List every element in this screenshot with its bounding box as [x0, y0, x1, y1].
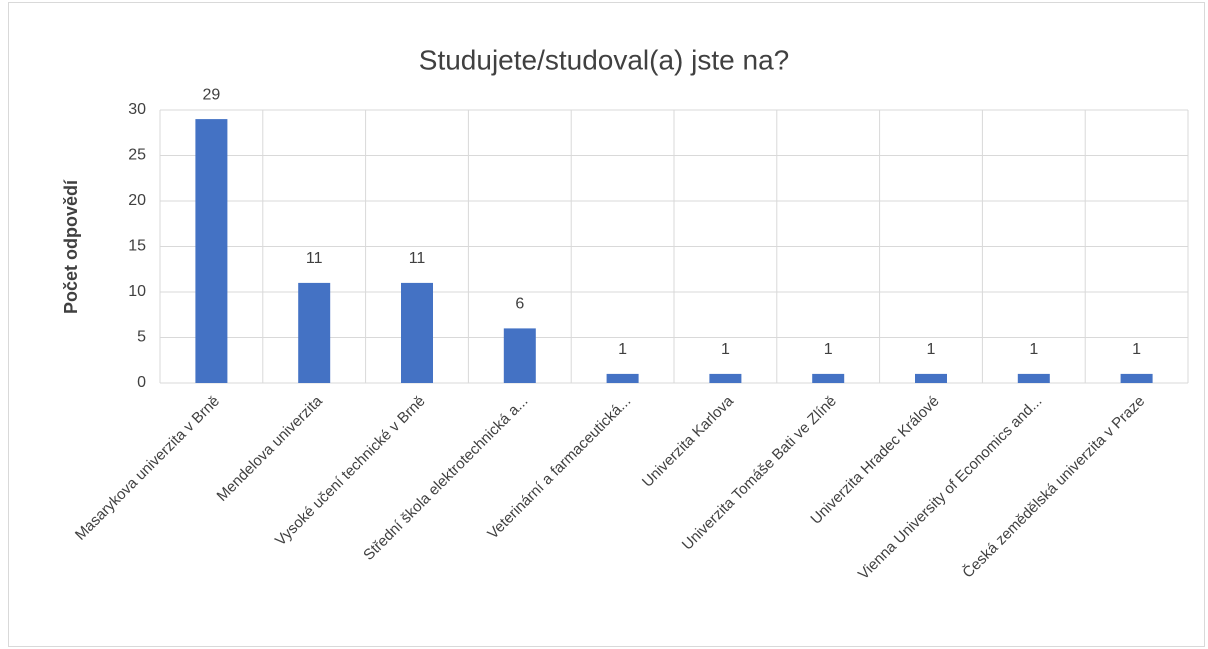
data-label: 1 [824, 341, 833, 358]
bar [503, 328, 536, 383]
data-label: 6 [515, 296, 524, 313]
y-tick-label: 20 [128, 192, 146, 209]
y-tick-label: 25 [128, 147, 146, 164]
bar [709, 373, 742, 383]
bar [1017, 373, 1050, 383]
y-tick-label: 15 [128, 238, 146, 255]
data-label: 11 [306, 250, 323, 267]
bar [915, 373, 947, 383]
data-label: 1 [1132, 341, 1141, 358]
bar [1120, 373, 1153, 383]
data-label: 1 [1029, 341, 1038, 358]
data-label: 1 [618, 341, 627, 358]
bar [606, 373, 639, 383]
bar [195, 119, 228, 383]
bar [812, 373, 845, 383]
y-tick-label: 0 [137, 374, 146, 391]
data-label: 29 [203, 86, 221, 103]
data-label: 1 [927, 341, 936, 358]
y-tick-label: 5 [137, 329, 146, 346]
y-tick-label: 30 [128, 101, 146, 118]
y-axis-label: Počet odpovědí [61, 179, 81, 314]
data-label: 11 [409, 250, 426, 267]
data-label: 1 [721, 341, 730, 358]
y-tick-label: 10 [128, 283, 146, 300]
chart-border [8, 2, 1205, 647]
bar [298, 282, 331, 383]
chart-title: Studujete/studoval(a) jste na? [419, 44, 789, 75]
bar [401, 282, 433, 383]
